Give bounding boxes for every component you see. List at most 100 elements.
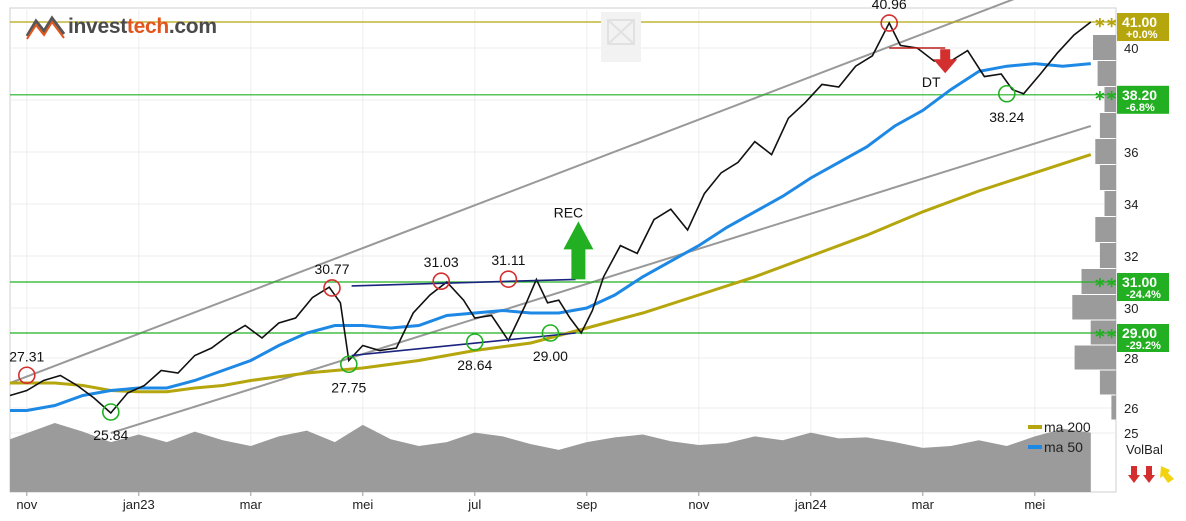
volume-profile-bar	[1097, 61, 1116, 86]
x-tick-label: jul	[467, 497, 481, 512]
x-tick-label: mei	[1024, 497, 1045, 512]
annotation-label: 30.77	[314, 261, 349, 277]
star-icon: ∗∗	[1094, 325, 1117, 341]
x-tick-label: jan23	[122, 497, 155, 512]
level-tag-value: 41.00	[1122, 14, 1157, 30]
level-tag: ∗∗ 41.00+0.0%	[1094, 13, 1169, 41]
annotation-label: 25.84	[93, 427, 128, 443]
annotation-label: 28.64	[457, 357, 492, 373]
logo-icon	[25, 15, 66, 40]
x-tick-label: nov	[688, 497, 709, 512]
annotation-label: 31.11	[491, 252, 525, 268]
ma50-line	[10, 62, 1091, 412]
volume-profile-bar	[1099, 165, 1116, 190]
annotation-label: 27.75	[331, 379, 366, 395]
legend-label: ma 50	[1044, 439, 1083, 455]
horizontal-levels	[10, 21, 1116, 334]
signal-label: DT	[922, 74, 941, 90]
trend-line	[351, 278, 576, 287]
x-tick-label: mar	[240, 497, 263, 512]
arrow-down-icon	[1128, 466, 1140, 483]
y-tick-label: 36	[1124, 145, 1138, 160]
channel-lower-line	[110, 125, 1092, 434]
peak-circle	[323, 279, 341, 297]
legend: ma 200 ma 50	[1028, 419, 1091, 455]
arrow-diagonal-icon	[1160, 466, 1174, 483]
ma200-line	[10, 153, 1092, 394]
peak-circle	[17, 366, 36, 385]
volume-profile-bar	[1093, 35, 1116, 60]
annotation-label: 40.96	[872, 0, 907, 12]
volume-profile-bar	[1072, 295, 1116, 320]
x-axis: nov jan23 mar mei jul sep nov jan24 mar mei	[16, 492, 1045, 512]
level-tag-box	[1117, 324, 1169, 352]
annotation-label: 27.31	[9, 348, 44, 364]
trough-circle	[102, 403, 120, 421]
level-tag: ∗∗ 38.20-6.8%	[1094, 85, 1169, 114]
volume-profile-bar	[1104, 191, 1116, 216]
sell-arrow-icon	[933, 49, 958, 74]
legend-label: ma 200	[1044, 419, 1091, 435]
y-tick-label: 28	[1124, 351, 1138, 366]
volbal-label: VolBal	[1126, 442, 1163, 457]
trough-circle	[997, 84, 1016, 103]
level-tag-box	[1117, 13, 1169, 41]
volume-profile-bar	[1074, 345, 1116, 370]
trough-circle	[465, 333, 484, 351]
star-icon: ∗∗	[1094, 14, 1117, 30]
level-tag-value: 29.00	[1122, 325, 1157, 341]
level-tag-value: 31.00	[1122, 274, 1157, 290]
annotation-label: 38.24	[989, 109, 1024, 125]
signals: REC DT	[554, 49, 958, 280]
y-tick-label: 32	[1124, 249, 1138, 264]
volume-profile	[1072, 35, 1116, 420]
level-tag-pct: -24.4%	[1126, 289, 1161, 301]
level-tag-pct: -29.2%	[1126, 340, 1161, 352]
buy-arrow-icon	[563, 221, 594, 280]
trend-channel	[9, 0, 1092, 434]
y-tick-label: 30	[1124, 301, 1138, 316]
level-tag-value: 38.20	[1122, 87, 1157, 103]
level-tag: ∗∗ 29.00-29.2%	[1094, 324, 1169, 352]
brand-logo[interactable]: investtech.com	[24, 12, 217, 42]
volume-profile-bar	[1111, 395, 1116, 420]
volume-profile-bar	[1099, 113, 1116, 138]
x-tick-label: mar	[912, 497, 935, 512]
annotation-label: 29.00	[533, 348, 568, 364]
x-tick-label: sep	[576, 497, 597, 512]
annotation-label: 31.03	[424, 254, 459, 270]
grid	[9, 7, 1117, 493]
trough-circle	[339, 355, 358, 374]
brand-name: investtech.com	[68, 15, 217, 38]
volume-area	[10, 423, 1091, 492]
watermark-icon	[601, 12, 641, 62]
y-tick-label: 40	[1124, 41, 1138, 56]
plot-frame	[9, 7, 1117, 493]
peak-circle	[432, 272, 451, 291]
peak-circle	[499, 270, 518, 288]
star-icon: ∗∗	[1094, 274, 1117, 290]
trend-line	[351, 332, 576, 357]
y-tick-label: 34	[1124, 197, 1138, 212]
price-line	[9, 21, 1092, 415]
signal-label: REC	[554, 204, 584, 220]
volbal-arrows	[1128, 466, 1174, 483]
y-tick-label: 25	[1124, 426, 1138, 441]
level-tag-pct: -6.8%	[1126, 102, 1155, 114]
volume-profile-bar	[1104, 87, 1116, 112]
peak-circle	[880, 14, 899, 32]
volume-profile-bar	[1099, 243, 1116, 268]
level-tag-pct: +0.0%	[1126, 29, 1158, 41]
y-tick-label: 26	[1124, 401, 1138, 416]
volume-fill	[10, 423, 1091, 492]
x-tick-label: nov	[16, 497, 37, 512]
arrow-down-icon	[1143, 466, 1155, 483]
series-lines	[9, 21, 1092, 415]
level-tags: ∗∗ 41.00+0.0% ∗∗ 38.20-6.8% ∗∗ 31.00-24.4% ∗∗ 2…	[1094, 13, 1169, 352]
level-tag-box	[1117, 273, 1169, 301]
x-tick-label: mei	[352, 497, 373, 512]
trend-lines	[351, 47, 946, 357]
channel-upper-line	[9, 0, 1015, 384]
volume-profile-bar	[1095, 217, 1116, 242]
